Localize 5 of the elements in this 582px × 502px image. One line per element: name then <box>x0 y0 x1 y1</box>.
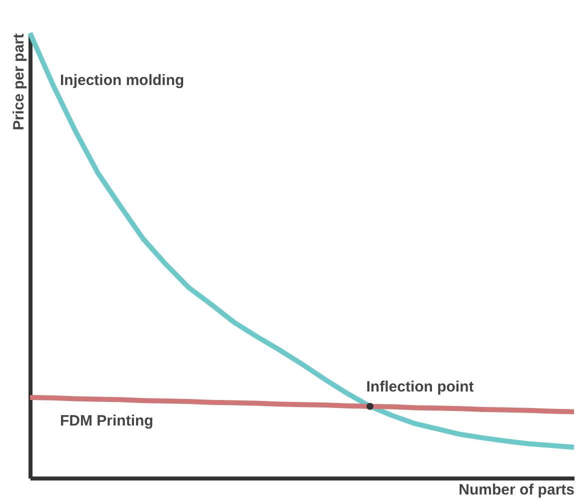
series-label: FDM Printing <box>60 412 154 430</box>
x-axis-title: Number of parts <box>458 482 574 498</box>
series-label: Injection molding <box>60 72 184 89</box>
y-axis-title: Price per part <box>10 34 28 130</box>
annotation: Inflection point <box>366 378 474 396</box>
